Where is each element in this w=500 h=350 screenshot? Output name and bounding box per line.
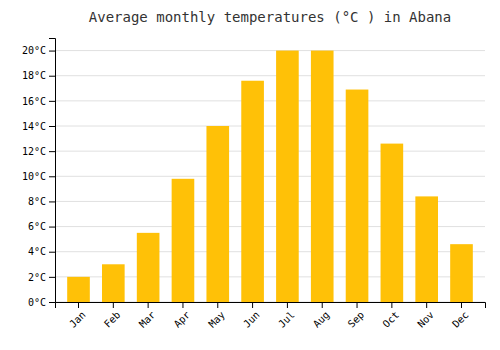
y-tick-label: 4°C	[28, 246, 46, 257]
x-tick: Feb	[102, 302, 123, 330]
x-tick: Mar	[137, 302, 158, 330]
x-tick-label: Apr	[172, 309, 193, 330]
y-tick-label: 12°C	[22, 146, 46, 157]
x-tick-label: Jun	[241, 309, 262, 330]
bar	[415, 196, 438, 302]
bar	[346, 90, 369, 302]
x-tick-label: Aug	[311, 309, 332, 330]
x-tick: Aug	[311, 302, 332, 330]
y-tick-label: 20°C	[22, 45, 46, 56]
y-tick: 0°C	[28, 297, 55, 308]
y-tick: 16°C	[22, 96, 55, 107]
y-tick-mark	[49, 176, 55, 177]
x-tick-label: Sep	[346, 309, 367, 330]
y-tick: 2°C	[28, 272, 55, 283]
y-tick: 4°C	[28, 246, 55, 257]
y-tick: 10°C	[22, 171, 55, 182]
x-tick: Jan	[67, 302, 88, 330]
x-tick-mark	[357, 302, 358, 308]
grid-line	[55, 50, 485, 51]
x-tick-label: Feb	[102, 309, 123, 330]
y-axis-line	[49, 39, 56, 303]
bar	[241, 81, 264, 302]
bar	[381, 144, 404, 302]
y-tick-label: 10°C	[22, 171, 46, 182]
x-axis: Jan Feb Mar Apr May Jun Jul Aug Sep Oct Nov Dec	[56, 302, 486, 330]
x-tick: May	[206, 302, 227, 330]
bar	[172, 179, 195, 302]
y-tick-label: 16°C	[22, 96, 46, 107]
x-tick-mark	[391, 302, 392, 308]
bar	[206, 126, 229, 302]
y-tick-mark	[49, 252, 55, 253]
title: Average monthly temperatures (°C ) in Ab…	[89, 9, 451, 25]
y-tick-mark	[49, 302, 55, 303]
y-tick-mark	[49, 51, 55, 52]
y-tick-label: 14°C	[22, 121, 46, 132]
x-tick: Jul	[276, 302, 297, 330]
x-tick: Oct	[381, 302, 402, 330]
bar	[67, 277, 90, 302]
x-tick-label: Jan	[67, 309, 88, 330]
x-tick-mark	[78, 302, 79, 308]
x-tick-mark	[287, 302, 288, 308]
y-tick: 6°C	[28, 221, 55, 232]
x-tick-mark	[217, 302, 218, 308]
bar	[450, 244, 473, 302]
x-tick-label: Mar	[137, 309, 158, 330]
y-tick-label: 6°C	[28, 221, 46, 232]
y-tick-label: 2°C	[28, 272, 46, 283]
x-tick: Dec	[450, 302, 471, 330]
grid-line	[55, 176, 485, 177]
x-tick-mark	[461, 302, 462, 308]
y-tick-label: 8°C	[28, 196, 46, 207]
grid-line	[55, 151, 485, 152]
y-tick: 18°C	[22, 70, 55, 81]
y-tick-mark	[49, 201, 55, 202]
y-tick-mark	[49, 277, 55, 278]
bar	[137, 233, 160, 302]
x-tick-mark	[113, 302, 114, 308]
y-tick: 8°C	[28, 196, 55, 207]
x-tick: Apr	[172, 302, 193, 330]
bar	[102, 264, 125, 302]
x-tick-mark	[182, 302, 183, 308]
grid-line	[55, 100, 485, 101]
y-tick: 14°C	[22, 121, 55, 132]
y-tick-mark	[49, 76, 55, 77]
x-axis-line	[56, 303, 486, 309]
y-tick-label: 0°C	[28, 297, 46, 308]
x-tick-label: May	[206, 309, 227, 330]
bar	[311, 51, 334, 302]
x-tick-mark	[252, 302, 253, 308]
x-tick: Sep	[346, 302, 367, 330]
y-axis: 0°C 2°C 4°C 6°C 8°C 10°C 12°C 14°C 16°C 18°C 20°C	[22, 39, 56, 308]
plot: 0°C 2°C 4°C 6°C 8°C 10°C 12°C 14°C 16°C 18°C 20°C J…	[22, 39, 486, 330]
x-tick-mark	[148, 302, 149, 308]
grid-line	[55, 126, 485, 127]
y-tick: 20°C	[22, 45, 55, 56]
y-tick-mark	[49, 151, 55, 152]
grid	[55, 51, 485, 302]
y-tick-mark	[49, 227, 55, 228]
x-tick-label: Oct	[381, 309, 402, 330]
chart: 0°C 2°C 4°C 6°C 8°C 10°C 12°C 14°C 16°C 18°C 20°C J…	[0, 0, 500, 350]
bars	[67, 51, 473, 302]
x-tick: Jun	[241, 302, 262, 330]
grid-line	[55, 75, 485, 76]
y-tick-mark	[49, 126, 55, 127]
x-tick-label: Jul	[276, 309, 297, 330]
y-tick-mark	[49, 101, 55, 102]
x-tick-label: Nov	[415, 309, 436, 330]
x-tick-label: Dec	[450, 309, 471, 330]
bar	[276, 51, 299, 302]
x-tick-mark	[426, 302, 427, 308]
x-tick: Nov	[415, 302, 436, 330]
y-tick-label: 18°C	[22, 70, 46, 81]
y-tick: 12°C	[22, 146, 55, 157]
x-tick-mark	[322, 302, 323, 308]
